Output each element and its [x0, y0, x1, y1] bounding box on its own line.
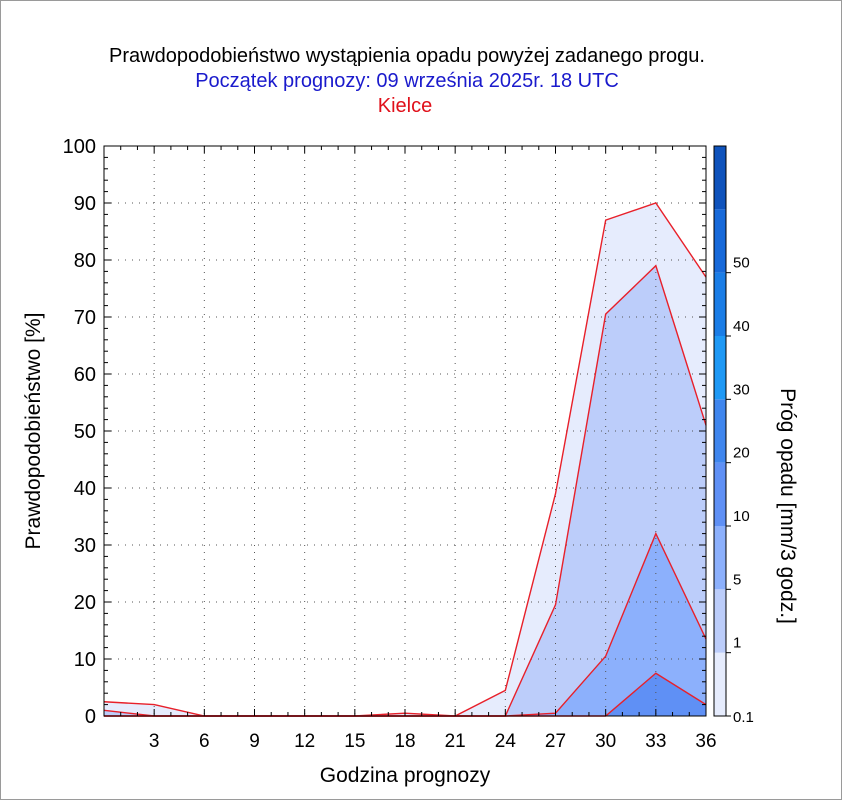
colorbar-segment: [714, 462, 726, 526]
chart-title: Prawdopodobieństwo wystąpienia opadu pow…: [109, 45, 705, 67]
colorbar-segment: [714, 336, 726, 400]
y-tick-label: 0: [85, 706, 96, 728]
colorbar-tick-label: 40: [733, 318, 750, 335]
x-tick-label: 36: [695, 731, 716, 752]
colorbar-tick-label: 0.1: [733, 709, 754, 726]
chart-subtitle: Początek prognozy: 09 września 2025r. 18…: [195, 70, 619, 92]
colorbar-frame: [713, 145, 727, 717]
colorbar-segment: [714, 272, 726, 336]
x-tick-label: 27: [545, 731, 566, 752]
y-tick-label: 30: [74, 535, 96, 557]
colorbar-segment: [714, 146, 726, 210]
x-tick-label: 12: [294, 731, 315, 752]
x-tick-label: 24: [495, 731, 517, 752]
colorbar-segment: [714, 526, 726, 590]
colorbar-tick-label: 30: [733, 381, 750, 398]
y-tick-label: 80: [74, 250, 96, 272]
chart-location: Kielce: [378, 95, 432, 117]
x-axis-label: Godzina prognozy: [320, 764, 491, 787]
x-tick-label: 15: [344, 731, 365, 752]
colorbar-segment: [714, 589, 726, 653]
y-tick-label: 90: [74, 193, 96, 215]
x-tick-label: 9: [249, 731, 260, 752]
y-tick-label: 100: [63, 136, 96, 158]
x-tick-label: 3: [149, 731, 160, 752]
colorbar-tick-label: 10: [733, 508, 750, 525]
x-tick-label: 33: [645, 731, 666, 752]
colorbar-segment: [714, 399, 726, 463]
grid-lines: [104, 146, 706, 716]
y-tick-label: 40: [74, 478, 96, 500]
y-tick-label: 10: [74, 649, 96, 671]
colorbar-tick-label: 5: [733, 571, 741, 588]
y-tick-label: 70: [74, 307, 96, 329]
colorbar-tick-label: 1: [733, 635, 741, 652]
colorbar: 0.1 1 5 10 20 30 40 50: [713, 145, 754, 726]
x-tick-label: 30: [595, 731, 616, 752]
colorbar-label: Próg opadu [mm/3 godz.]: [776, 388, 799, 624]
colorbar-segment: [714, 652, 726, 716]
axes: 3 6 9 12 15 18 21 24 27 30 33 360102030405060708090…: [63, 136, 717, 752]
series-area-10: [104, 673, 706, 716]
y-tick-label: 60: [74, 364, 96, 386]
y-tick-label: 50: [74, 421, 96, 443]
x-tick-label: 21: [445, 731, 466, 752]
x-tick-label: 6: [199, 731, 210, 752]
colorbar-tick-label: 50: [733, 255, 750, 272]
x-tick-label: 18: [394, 731, 415, 752]
y-axis-label: Prawdopodobieństwo [%]: [22, 313, 45, 550]
colorbar-tick-label: 20: [733, 445, 750, 462]
y-tick-label: 20: [74, 592, 96, 614]
colorbar-segment: [714, 209, 726, 273]
